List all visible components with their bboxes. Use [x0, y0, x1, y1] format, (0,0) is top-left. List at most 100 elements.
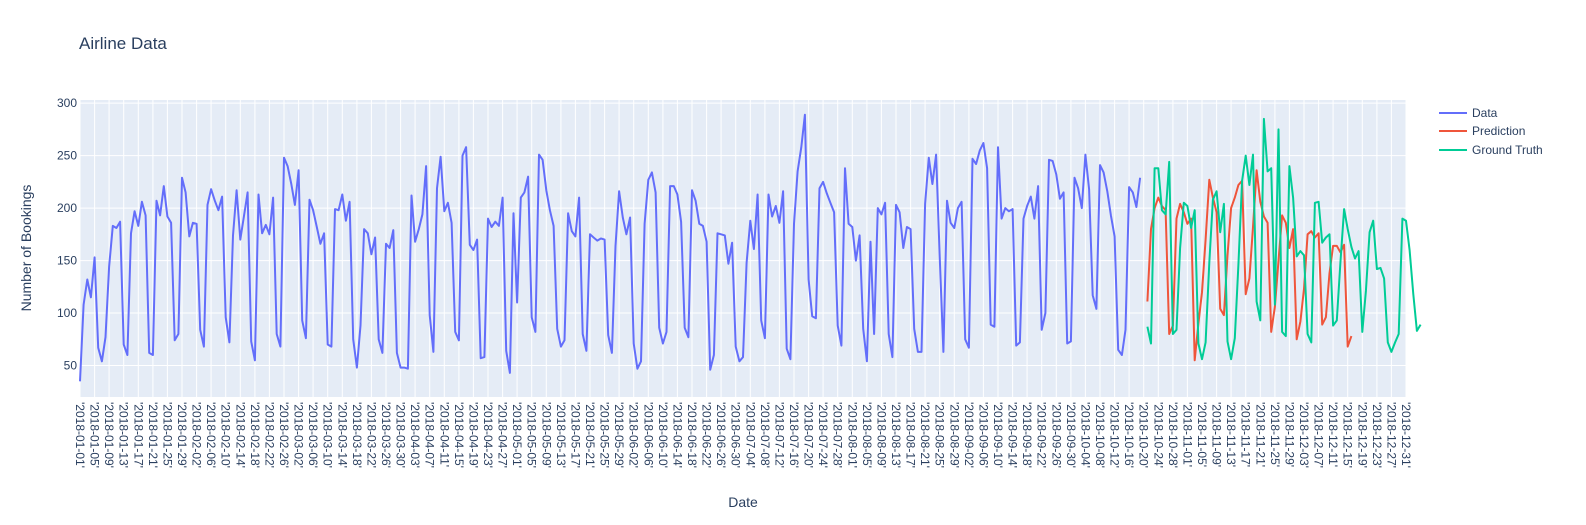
x-tick-label: '2018-07-28' — [831, 402, 845, 468]
legend-item-data[interactable]: Data — [1439, 106, 1498, 120]
x-tick-label: '2018-11-21' — [1253, 402, 1267, 467]
x-tick-label: '2018-06-18' — [685, 402, 699, 468]
x-tick-label: '2018-10-20' — [1137, 402, 1151, 468]
x-tick-label: '2018-08-29' — [947, 402, 961, 468]
x-tick-label: '2018-10-12' — [1108, 402, 1122, 468]
x-tick-label: '2018-01-29' — [175, 402, 189, 468]
series-line-ground-truth — [1146, 117, 1422, 361]
x-tick-label: '2018-05-21' — [583, 402, 597, 468]
x-tick-label: '2018-01-21' — [146, 402, 160, 468]
x-tick-label: '2018-07-12' — [772, 402, 786, 468]
x-tick-label: '2018-11-09' — [1210, 402, 1224, 467]
x-tick-label: '2018-01-05' — [88, 402, 102, 468]
x-tick-label: '2018-04-19' — [466, 402, 480, 468]
legend-label-prediction: Prediction — [1472, 124, 1525, 138]
x-tick-label: '2018-12-11' — [1326, 402, 1340, 467]
x-tick-label: '2018-09-30' — [1064, 402, 1078, 468]
x-tick-label: '2018-05-01' — [510, 402, 524, 468]
x-tick-label: '2018-04-27' — [496, 402, 510, 468]
y-tick-label: 100 — [57, 306, 77, 320]
x-tick-label: '2018-07-04' — [743, 402, 757, 468]
x-tick-label: '2018-02-10' — [219, 402, 233, 468]
x-tick-label: '2018-10-24' — [1151, 402, 1165, 468]
x-tick-label: '2018-04-11' — [437, 402, 451, 467]
x-tick-label: '2018-09-26' — [1049, 402, 1063, 468]
x-tick-label: '2018-01-13' — [117, 402, 131, 468]
x-axis-title: Date — [728, 494, 758, 510]
x-tick-label: '2018-03-14' — [335, 402, 349, 468]
x-tick-label: '2018-11-05' — [1195, 402, 1209, 467]
x-tick-label: '2018-03-26' — [379, 402, 393, 468]
x-tick-label: '2018-12-07' — [1312, 402, 1326, 468]
y-axis-title: Number of Bookings — [18, 185, 34, 312]
x-tick-label: '2018-12-15' — [1341, 402, 1355, 468]
legend[interactable]: Data Prediction Ground Truth — [1439, 106, 1543, 157]
series-line-data — [79, 113, 1142, 382]
x-tick-label: '2018-05-05' — [525, 402, 539, 468]
series-lines — [79, 113, 1422, 382]
x-tick-label: '2018-12-27' — [1384, 402, 1398, 468]
x-tick-label: '2018-04-23' — [481, 402, 495, 468]
x-tick-label: '2018-03-06' — [306, 402, 320, 468]
x-tick-label: '2018-02-06' — [204, 402, 218, 468]
y-tick-label: 150 — [57, 254, 77, 268]
x-tick-label: '2018-09-18' — [1020, 402, 1034, 468]
x-tick-label: '2018-02-18' — [248, 402, 262, 468]
x-tick-label: '2018-07-24' — [816, 402, 830, 468]
y-tick-label: 250 — [57, 149, 77, 163]
x-tick-label: '2018-09-10' — [991, 402, 1005, 468]
x-tick-label: '2018-08-21' — [918, 402, 932, 468]
x-tick-label: '2018-06-10' — [656, 402, 670, 468]
x-tick-labels: '2018-01-01' '2018-01-05' '2018-01-09' '201… — [73, 402, 1413, 468]
legend-label-data: Data — [1472, 106, 1498, 120]
x-tick-label: '2018-09-02' — [962, 402, 976, 468]
legend-item-ground-truth[interactable]: Ground Truth — [1439, 143, 1543, 157]
x-tick-label: '2018-12-19' — [1355, 402, 1369, 468]
x-tick-label: '2018-08-09' — [874, 402, 888, 468]
x-tick-label: '2018-07-08' — [758, 402, 772, 468]
x-tick-label: '2018-02-26' — [277, 402, 291, 468]
x-tick-label: '2018-06-22' — [700, 402, 714, 468]
x-tick-label: '2018-08-25' — [933, 402, 947, 468]
x-tick-label: '2018-04-15' — [452, 402, 466, 468]
x-tick-label: '2018-04-07' — [423, 402, 437, 468]
x-tick-label: '2018-03-10' — [321, 402, 335, 468]
x-tick-label: '2018-02-22' — [262, 402, 276, 468]
x-tick-label: '2018-05-25' — [598, 402, 612, 468]
x-tick-label: '2018-07-20' — [802, 402, 816, 468]
y-tick-labels: 50 100 150 200 250 300 — [57, 96, 77, 372]
x-tick-label: '2018-09-22' — [1035, 402, 1049, 468]
x-tick-label: '2018-05-17' — [568, 402, 582, 468]
x-tick-label: '2018-09-06' — [976, 402, 990, 468]
chart-title: Airline Data — [79, 34, 167, 53]
y-tick-label: 300 — [57, 96, 77, 110]
x-tick-label: '2018-11-17' — [1239, 402, 1253, 467]
x-tick-label: '2018-03-18' — [350, 402, 364, 468]
x-tick-label: '2018-06-02' — [627, 402, 641, 468]
x-tick-label: '2018-12-23' — [1370, 402, 1384, 468]
x-tick-label: '2018-01-01' — [73, 402, 87, 468]
x-tick-label: '2018-11-13' — [1224, 402, 1238, 467]
x-tick-label: '2018-05-13' — [554, 402, 568, 468]
x-tick-label: '2018-10-04' — [1078, 402, 1092, 468]
x-tick-label: '2018-06-30' — [729, 402, 743, 468]
x-tick-label: '2018-06-06' — [641, 402, 655, 468]
x-tick-label: '2018-05-09' — [539, 402, 553, 468]
x-tick-label: '2018-10-28' — [1166, 402, 1180, 468]
x-tick-label: '2018-08-17' — [904, 402, 918, 468]
x-tick-label: '2018-05-29' — [612, 402, 626, 468]
y-tick-label: 50 — [64, 359, 78, 373]
legend-item-prediction[interactable]: Prediction — [1439, 124, 1525, 138]
x-tick-label: '2018-11-29' — [1282, 402, 1296, 467]
x-tick-label: '2018-10-16' — [1122, 402, 1136, 468]
x-tick-label: '2018-09-14' — [1006, 402, 1020, 468]
x-tick-label: '2018-01-25' — [160, 402, 174, 468]
x-tick-label: '2018-11-25' — [1268, 402, 1282, 467]
x-tick-label: '2018-03-22' — [364, 402, 378, 468]
x-tick-label: '2018-07-16' — [787, 402, 801, 468]
x-tick-label: '2018-12-31' — [1399, 402, 1413, 468]
y-tick-label: 200 — [57, 201, 77, 215]
x-tick-label: '2018-10-08' — [1093, 402, 1107, 468]
x-tick-label: '2018-04-03' — [408, 402, 422, 468]
